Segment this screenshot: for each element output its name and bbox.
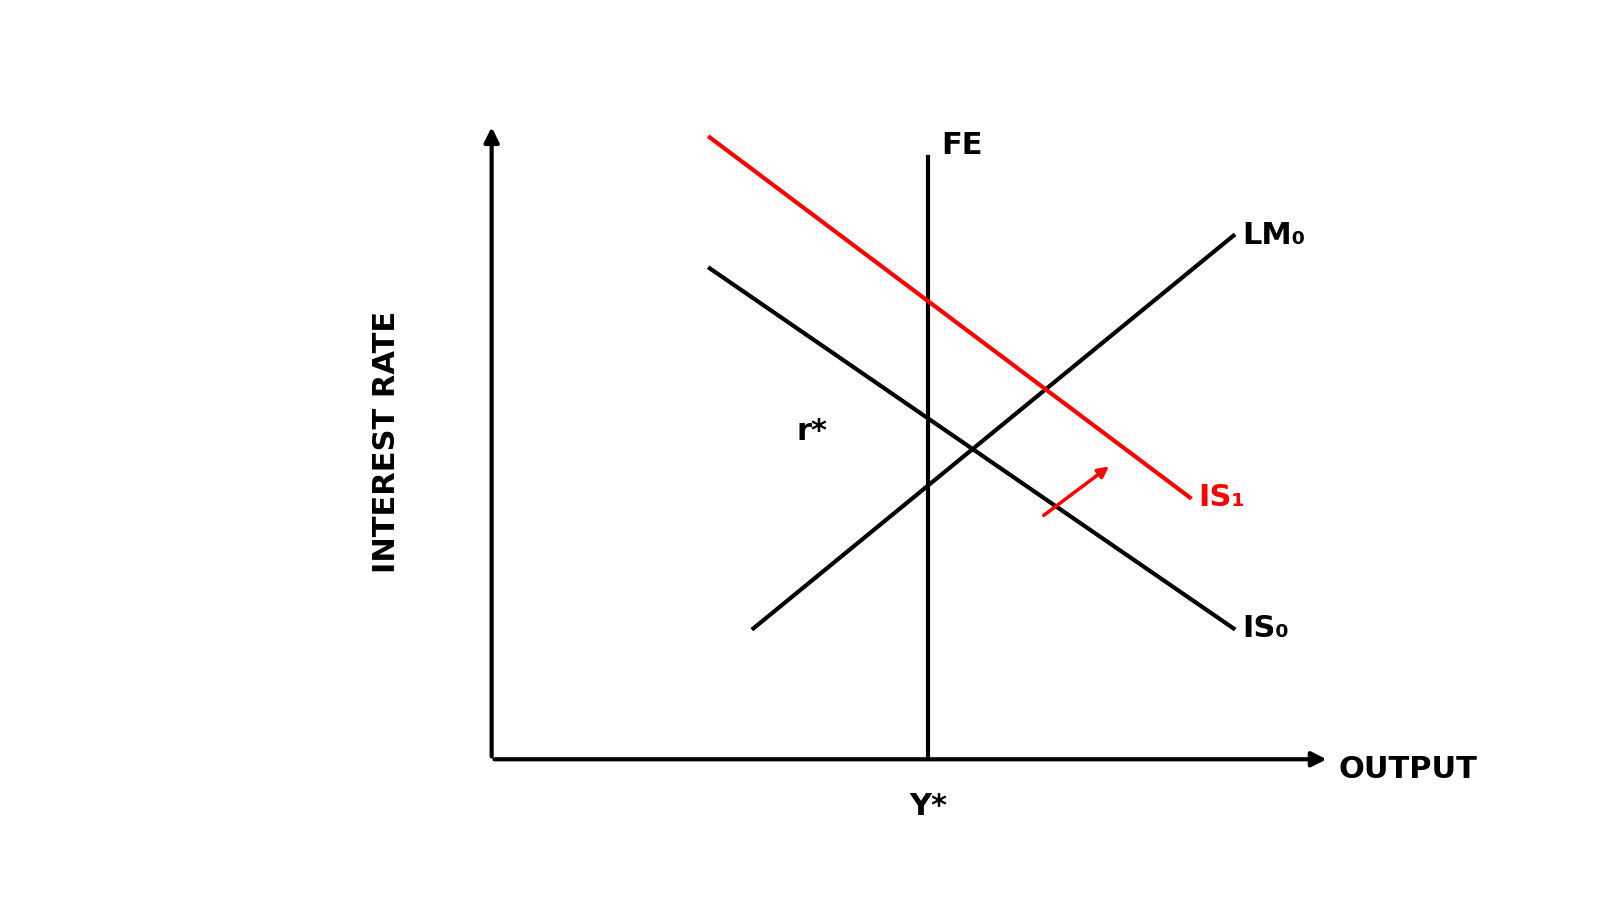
- Text: LM₀: LM₀: [1242, 221, 1306, 250]
- Text: IS₀: IS₀: [1242, 614, 1290, 643]
- Text: FE: FE: [941, 130, 982, 160]
- Text: INTEREST RATE: INTEREST RATE: [373, 310, 402, 573]
- Text: IS₁: IS₁: [1198, 483, 1245, 512]
- Text: OUTPUT: OUTPUT: [1338, 754, 1477, 784]
- Text: r*: r*: [797, 418, 827, 446]
- Text: Y*: Y*: [909, 792, 947, 821]
